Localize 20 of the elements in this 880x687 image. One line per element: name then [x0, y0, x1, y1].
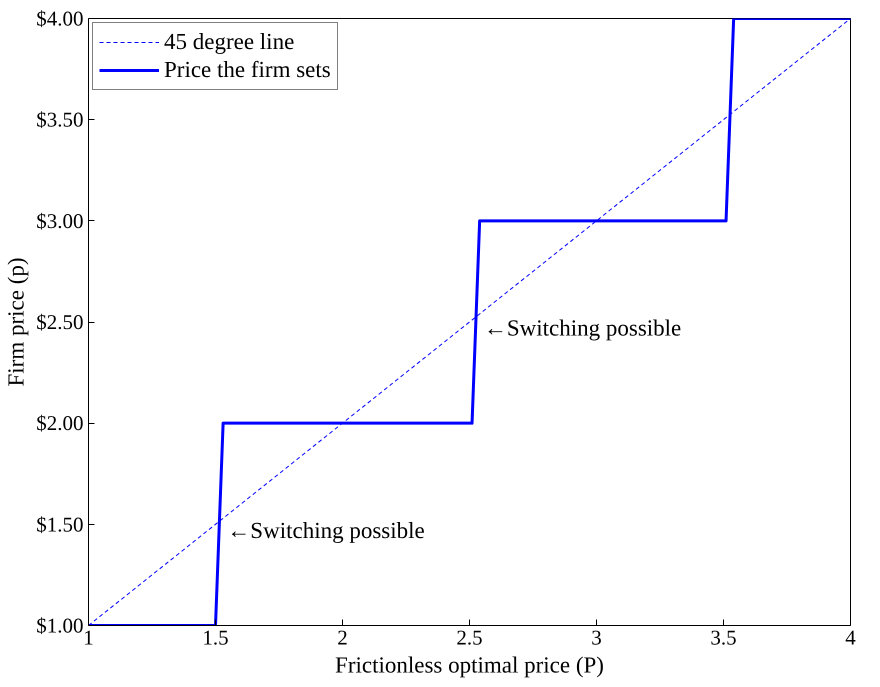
- x-tick-label: 3.5: [710, 626, 737, 650]
- x-axis-title: Frictionless optimal price (P): [335, 652, 604, 678]
- legend-label: Price the firm sets: [164, 57, 331, 83]
- y-tick-label: $3.50: [36, 108, 84, 132]
- legend-label: 45 degree line: [164, 29, 294, 55]
- y-tick-label: $3.00: [36, 208, 84, 233]
- y-tick-label: $4.00: [36, 6, 84, 30]
- annotation: ←Switching possible: [484, 316, 682, 340]
- y-tick-label: $1.50: [36, 512, 84, 536]
- x-tick-label: 1.5: [202, 626, 229, 650]
- x-tick-label: 3: [591, 626, 602, 650]
- x-tick-label: 2: [337, 626, 348, 650]
- x-tick-label: 2.5: [456, 626, 483, 650]
- x-tick-label: 4: [845, 626, 856, 650]
- x-tick-label: 1: [83, 626, 94, 650]
- y-tick-label: $2.50: [36, 310, 84, 334]
- annotation: ←Switching possible: [227, 518, 425, 543]
- y-tick-label: $2.00: [36, 411, 84, 436]
- y-tick-label: $1.00: [36, 614, 84, 638]
- y-axis-title: Firm price (p): [3, 257, 28, 387]
